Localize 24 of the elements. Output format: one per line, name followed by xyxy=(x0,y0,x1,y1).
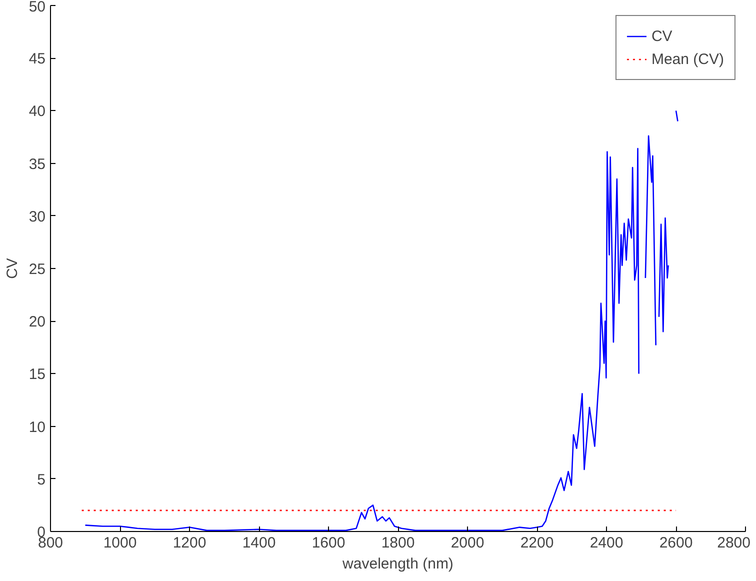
x-tick-label: 1600 xyxy=(312,534,346,552)
x-tick-label: 2800 xyxy=(717,534,751,552)
y-tick-label: 10 xyxy=(28,418,46,436)
x-tick-label: 1000 xyxy=(103,534,137,552)
y-axis-title: CV xyxy=(4,258,21,279)
y-tick-label: 25 xyxy=(28,261,46,278)
y-tick-label: 5 xyxy=(37,471,46,488)
y-tick-label: 30 xyxy=(28,208,46,226)
x-tick-label: 1200 xyxy=(172,534,206,552)
y-tick-label: 20 xyxy=(28,314,46,331)
x-tick-label: 2600 xyxy=(659,534,693,552)
legend-label: CV xyxy=(651,28,672,44)
legend-label: Mean (CV) xyxy=(651,50,724,68)
x-tick-label: 1800 xyxy=(381,534,415,552)
x-tick-label: 2000 xyxy=(450,534,484,552)
x-tick-label: 2200 xyxy=(520,534,554,552)
y-tick-label: 15 xyxy=(28,366,46,384)
x-tick-label: 1400 xyxy=(242,534,276,552)
y-tick-label: 40 xyxy=(28,103,46,120)
x-axis-title: wavelength (nm) xyxy=(342,556,454,572)
y-tick-label: 45 xyxy=(28,50,46,68)
y-tick-label: 50 xyxy=(28,0,46,16)
x-tick-label: 2400 xyxy=(590,534,624,552)
y-tick-label: 35 xyxy=(28,156,46,173)
